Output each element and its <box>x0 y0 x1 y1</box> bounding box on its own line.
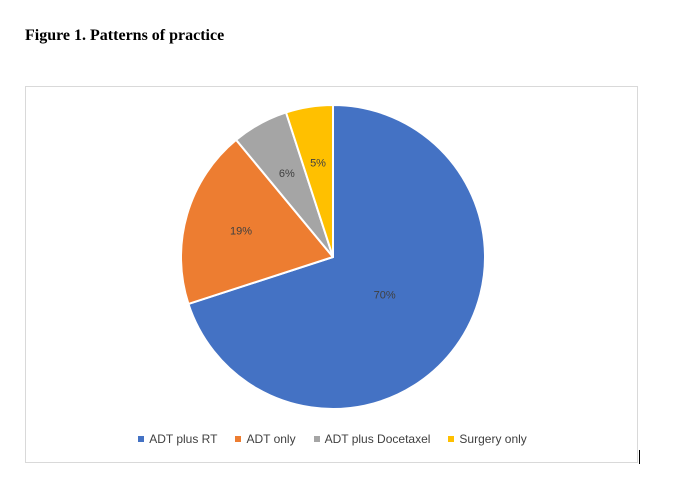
legend-label: Surgery only <box>459 432 527 446</box>
legend-swatch <box>235 436 242 442</box>
legend-label: ADT only <box>246 432 296 446</box>
text-cursor <box>639 450 640 464</box>
data-label-adt-plus-docetaxel: 6% <box>279 168 295 180</box>
legend-item-adt-plus-rt: ADT plus RT <box>138 432 217 446</box>
legend-label: ADT plus Docetaxel <box>324 432 431 446</box>
pie-slice-adt-plus-rt <box>187 104 486 410</box>
figure-title: Figure 1. Patterns of practice <box>25 27 225 44</box>
data-label-adt-only: 19% <box>230 225 252 237</box>
pie-slice-surgery-only <box>285 104 334 258</box>
legend-item-adt-plus-docetaxel: ADT plus Docetaxel <box>313 432 431 446</box>
legend-swatch <box>138 436 145 442</box>
data-label-adt-plus-rt: 70% <box>374 290 396 302</box>
legend-swatch <box>448 436 455 442</box>
data-label-surgery-only: 5% <box>310 157 326 169</box>
pie-chart: 70% 19% 6% 5% <box>180 104 486 410</box>
chart-legend: ADT plus RT ADT only ADT plus Docetaxel Sur… <box>26 432 639 446</box>
legend-label: ADT plus RT <box>149 432 218 446</box>
legend-swatch <box>313 436 320 442</box>
chart-area: 70% 19% 6% 5% ADT plus RT ADT only ADT plus D… <box>25 86 638 463</box>
legend-item-adt-only: ADT only <box>235 432 296 446</box>
pie-slice-adt-only <box>180 138 334 305</box>
legend-item-surgery-only: Surgery only <box>448 432 527 446</box>
